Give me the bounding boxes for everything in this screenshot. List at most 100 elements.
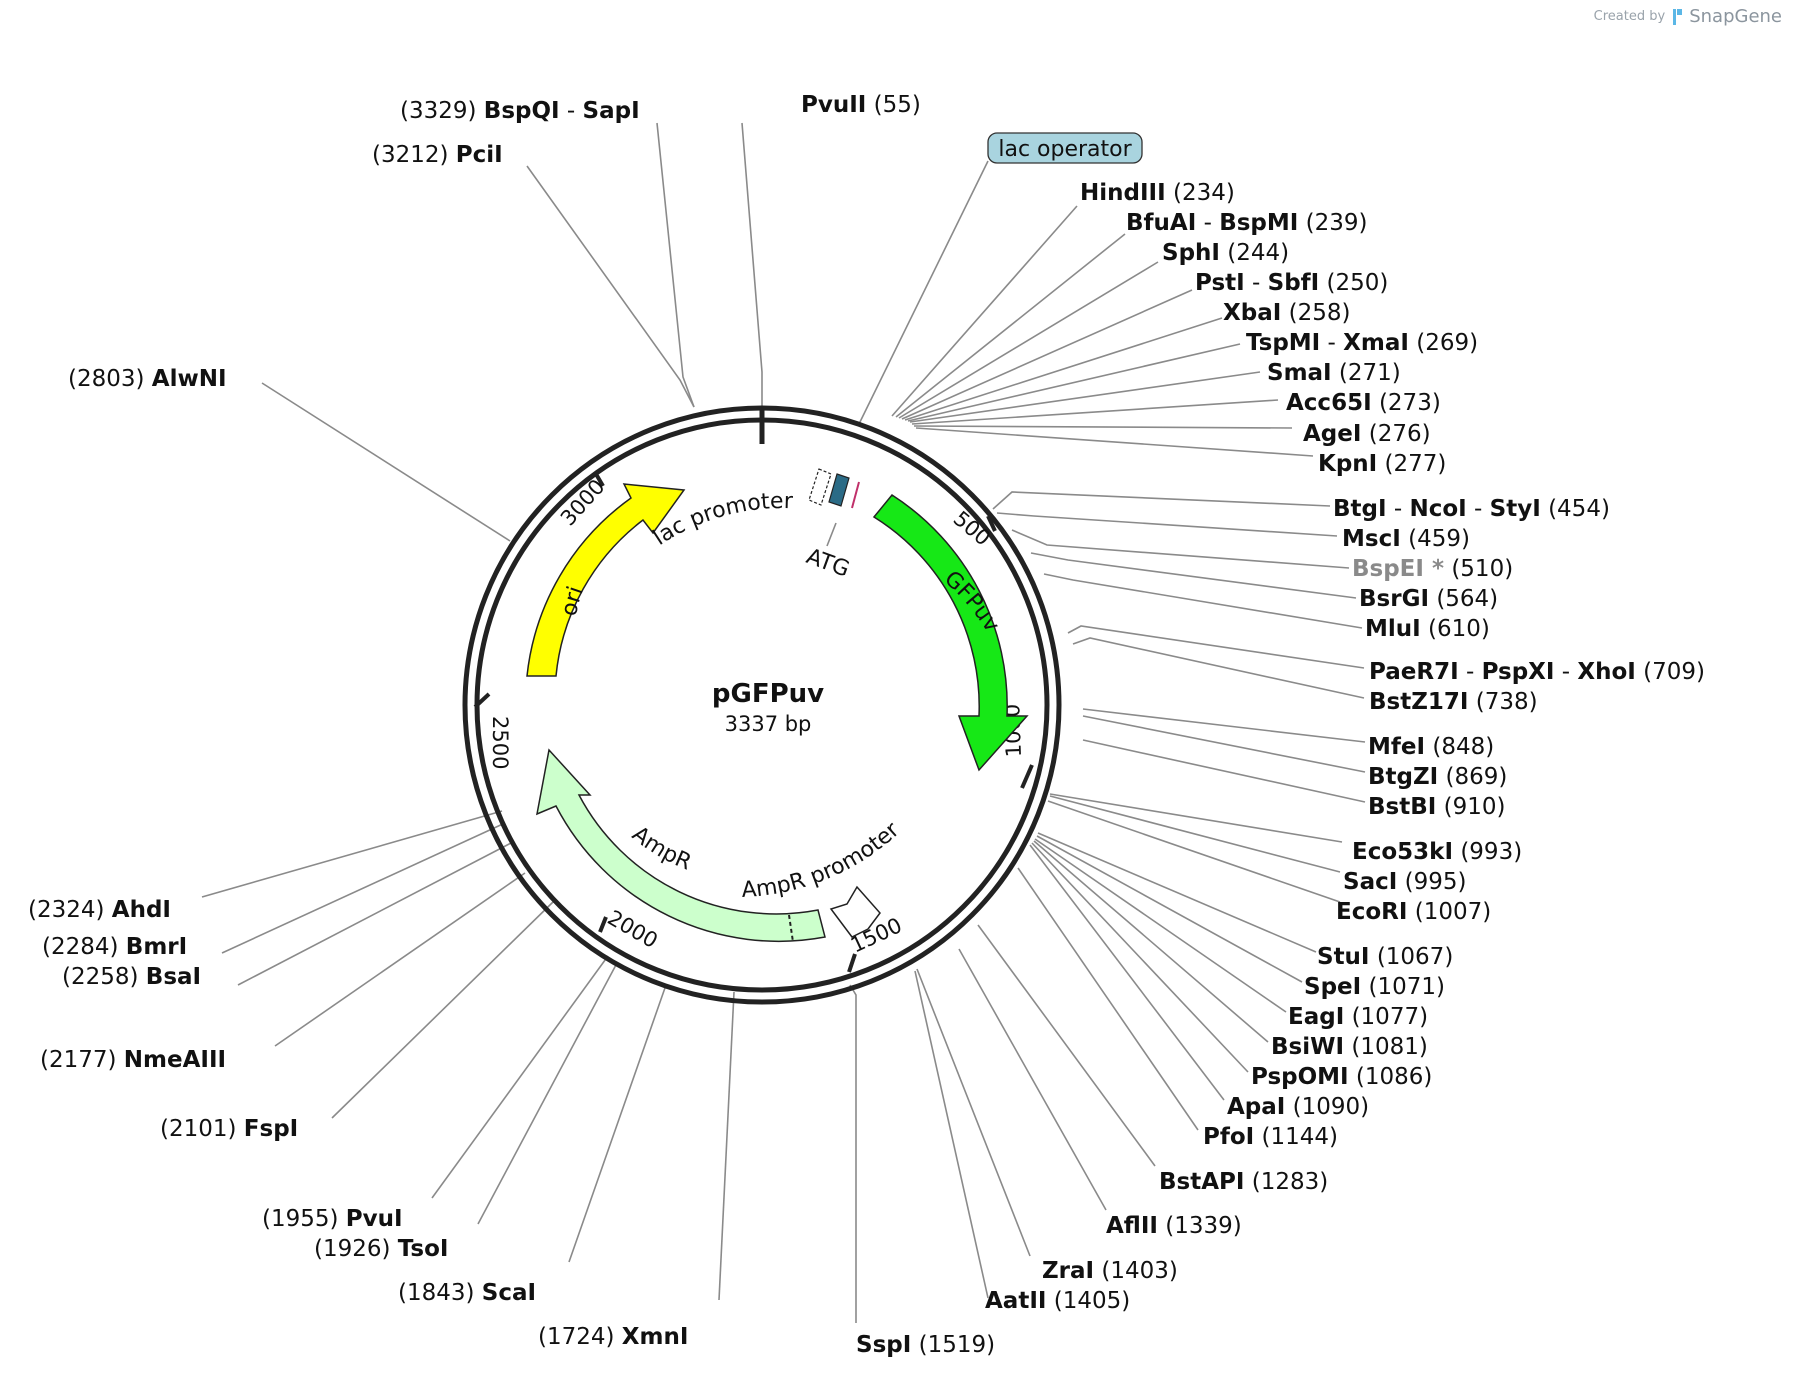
enzyme-name: PvuII <box>801 92 866 118</box>
spacer <box>236 1116 243 1142</box>
leader-pvuii <box>741 122 763 407</box>
site-scai[interactable]: (1843) ScaI <box>398 1280 536 1306</box>
feature-gfpuv[interactable] <box>872 494 1029 772</box>
leader-zrai <box>916 968 1031 1257</box>
enzyme-name: ApaI <box>1227 1094 1285 1120</box>
site-sspi[interactable]: SspI (1519) <box>856 1332 995 1358</box>
site-position: (1405) <box>1054 1288 1130 1314</box>
spacer <box>1438 764 1445 790</box>
site-position: (234) <box>1173 180 1235 206</box>
site-bsiwi[interactable]: BsiWI (1081) <box>1271 1034 1428 1060</box>
atg-marker <box>851 481 860 509</box>
enzyme-name: EcoRI <box>1336 899 1407 925</box>
site-paer7i-pspxi-xhoi[interactable]: PaeR7I - PspXI - XhoI (709) <box>1369 659 1705 685</box>
site-position: (55) <box>874 92 921 118</box>
enzyme-name: PspXI <box>1482 659 1555 685</box>
site-btgzi[interactable]: BtgZI (869) <box>1368 764 1507 790</box>
enzyme-name: XbaI <box>1223 300 1281 326</box>
site-pcii[interactable]: (3212) PciI <box>372 142 503 168</box>
site-pvuii[interactable]: PvuII (55) <box>801 92 921 118</box>
site-position: (2324) <box>28 897 104 923</box>
site-msci[interactable]: MscI (459) <box>1342 526 1470 552</box>
site-acc65i[interactable]: Acc65I (273) <box>1286 390 1441 416</box>
site-smai[interactable]: SmaI (271) <box>1267 360 1401 386</box>
site-ahdi[interactable]: (2324) AhdI <box>28 897 171 923</box>
site-aatii[interactable]: AatII (1405) <box>985 1288 1130 1314</box>
leader-acc65i <box>911 399 1279 425</box>
site-mfei[interactable]: MfeI (848) <box>1368 734 1494 760</box>
site-bstz17i[interactable]: BstZ17I (738) <box>1369 689 1538 715</box>
site-hindiii[interactable]: HindIII (234) <box>1080 180 1235 206</box>
site-sphi[interactable]: SphI (244) <box>1162 240 1289 266</box>
spacer <box>1397 869 1404 895</box>
enzyme-name: SbfI <box>1268 270 1320 296</box>
site-bsrgi[interactable]: BsrGI (564) <box>1359 586 1498 612</box>
site-pspomi[interactable]: PspOMI (1086) <box>1251 1064 1432 1090</box>
site-saci[interactable]: SacI (995) <box>1343 869 1466 895</box>
site-bfuai-bspmi[interactable]: BfuAI - BspMI (239) <box>1126 210 1368 236</box>
site-xbai[interactable]: XbaI (258) <box>1223 300 1350 326</box>
site-apai[interactable]: ApaI (1090) <box>1227 1094 1369 1120</box>
leader-agei <box>913 425 1293 429</box>
site-position: (1339) <box>1165 1213 1241 1239</box>
site-bstapi[interactable]: BstAPI (1283) <box>1159 1169 1328 1195</box>
site-bmri[interactable]: (2284) BmrI <box>42 934 187 960</box>
leader-bsai <box>237 842 512 986</box>
enzyme-name: AlwNI <box>152 366 227 392</box>
spacer <box>1453 839 1460 865</box>
spacer <box>474 1280 481 1306</box>
leader-stui <box>1037 832 1317 953</box>
enzyme-name: EagI <box>1288 1004 1344 1030</box>
site-agei[interactable]: AgeI (276) <box>1303 421 1431 447</box>
site-btgi-ncoi-styi[interactable]: BtgI - NcoI - StyI (454) <box>1333 496 1610 522</box>
site-aflii[interactable]: AflII (1339) <box>1106 1213 1242 1239</box>
spacer <box>1444 556 1451 582</box>
site-alwni[interactable]: (2803) AlwNI <box>68 366 227 392</box>
site-bsai[interactable]: (2258) BsaI <box>62 964 201 990</box>
enzyme-name: MscI <box>1342 526 1401 552</box>
leader-sspi <box>849 984 857 1323</box>
site-tsoi[interactable]: (1926) TsoI <box>314 1236 448 1262</box>
leader-eco53ki <box>1049 793 1343 843</box>
enzyme-name: PvuI <box>346 1206 403 1232</box>
site-mlui[interactable]: MluI (610) <box>1365 616 1490 642</box>
separator: - <box>560 98 583 124</box>
enzyme-name: PfoI <box>1203 1124 1254 1150</box>
site-bspei[interactable]: BspEI * (510) <box>1352 556 1513 582</box>
restriction-site-labels: (3329) BspQI - SapI (3212) PciI PvuII (5… <box>28 92 1705 1358</box>
site-position: (995) <box>1405 869 1467 895</box>
site-zrai[interactable]: ZraI (1403) <box>1042 1258 1178 1284</box>
site-position: (1519) <box>919 1332 995 1358</box>
site-eco53ki[interactable]: Eco53kI (993) <box>1352 839 1522 865</box>
spacer <box>1166 180 1173 206</box>
enzyme-name: BspMI <box>1219 210 1298 236</box>
site-tspmi-xmai[interactable]: TspMI - XmaI (269) <box>1246 330 1478 356</box>
spacer <box>866 92 873 118</box>
leader-aflii <box>958 948 1107 1211</box>
site-position: (564) <box>1436 586 1498 612</box>
site-bspqi-sapi[interactable]: (3329) BspQI - SapI <box>400 98 640 124</box>
site-bstbi[interactable]: BstBI (910) <box>1368 794 1505 820</box>
site-pvui[interactable]: (1955) PvuI <box>262 1206 403 1232</box>
site-kpni[interactable]: KpnI (277) <box>1318 451 1446 477</box>
lac-operator-badge[interactable]: lac operator <box>987 132 1143 164</box>
spacer <box>1409 330 1416 356</box>
site-eagi[interactable]: EagI (1077) <box>1288 1004 1428 1030</box>
site-nmeaiii[interactable]: (2177) NmeAIII <box>40 1047 226 1073</box>
spacer <box>1361 421 1368 447</box>
separator: - <box>1320 330 1343 356</box>
enzyme-name: XmnI <box>622 1324 689 1350</box>
site-stui[interactable]: StuI (1067) <box>1317 944 1453 970</box>
site-spei[interactable]: SpeI (1071) <box>1304 974 1445 1000</box>
spacer <box>1407 899 1414 925</box>
site-psti-sbfi[interactable]: PstI - SbfI (250) <box>1195 270 1388 296</box>
site-ecori[interactable]: EcoRI (1007) <box>1336 899 1491 925</box>
site-fspi[interactable]: (2101) FspI <box>160 1116 298 1142</box>
site-xmni[interactable]: (1724) XmnI <box>538 1324 688 1350</box>
feature-ampr[interactable] <box>536 748 826 943</box>
feature-ori[interactable] <box>526 483 686 677</box>
enzyme-name: BfuAI <box>1126 210 1196 236</box>
spacer <box>476 98 483 124</box>
site-pfoi[interactable]: PfoI (1144) <box>1203 1124 1338 1150</box>
enzyme-name: PciI <box>456 142 503 168</box>
